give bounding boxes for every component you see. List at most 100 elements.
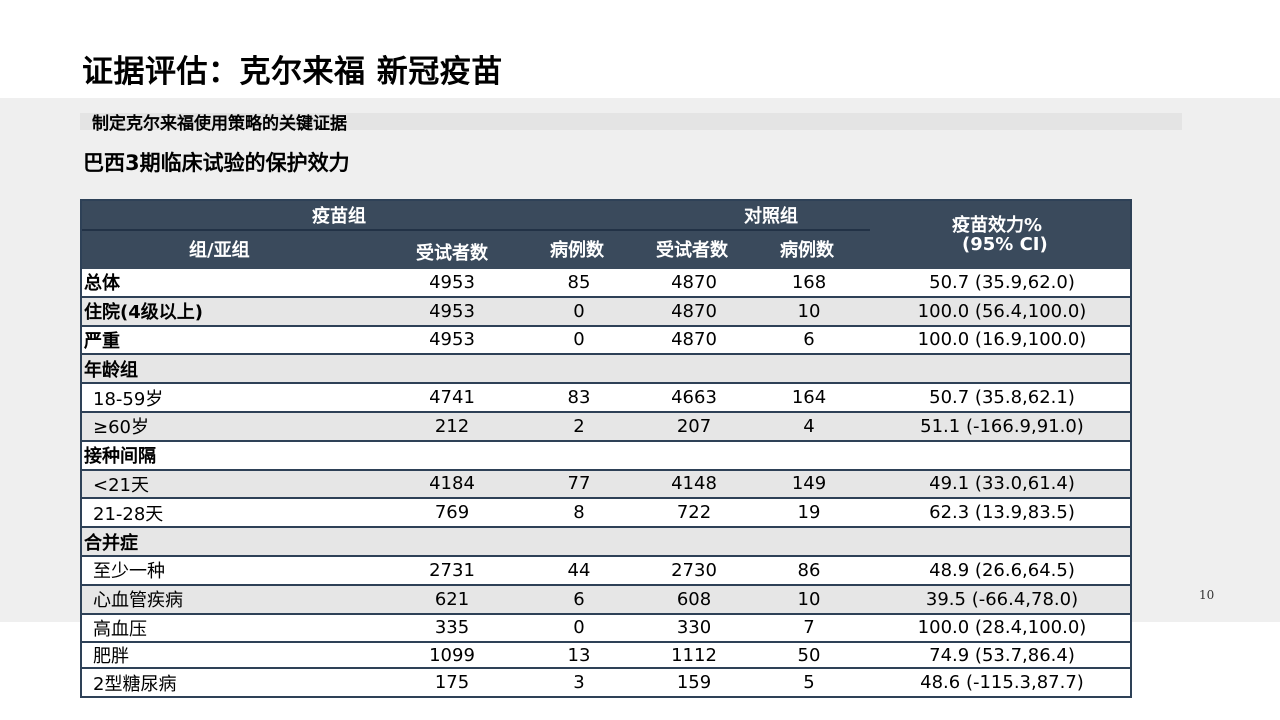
table-row: 住院(4级以上) 4953 0 4870 10 100.0 (56.4,100.… (82, 297, 1130, 327)
vaccine-subjects: 4953 (429, 300, 475, 322)
control-cases: 168 (791, 271, 827, 293)
row-label: 至少一种 (93, 561, 165, 583)
table-row: <21天 4184 77 4148 149 49.1 (33.0,61.4) (82, 470, 1130, 500)
vaccine-cases: 0 (573, 300, 585, 322)
vaccine-cases: 83 (567, 387, 591, 409)
efficacy-value: 39.5 (-66.4,78.0) (925, 588, 1079, 610)
vaccine-subjects: 175 (434, 672, 470, 694)
row-label: 严重 (84, 330, 120, 352)
control-cases: 7 (803, 617, 815, 639)
efficacy-table: 疫苗组 对照组 组/亚组 受试者数 病例数 受试者数 病例数 疫苗效力% (95… (80, 199, 1132, 699)
table-body: 总体 4953 85 4870 168 50.7 (35.9,62.0) 住院(… (82, 269, 1130, 696)
header-efficacy-ci: (95% CI) (962, 234, 1048, 255)
control-cases: 10 (797, 588, 821, 610)
header-efficacy: 疫苗效力% (952, 215, 1043, 236)
header-vaccine-subjects: 受试者数 (416, 243, 488, 264)
slide-subtitle: 制定克尔来福使用策略的关键证据 (92, 114, 347, 134)
efficacy-value: 62.3 (13.9,83.5) (929, 502, 1075, 524)
efficacy-value: 74.9 (53.7,86.4) (929, 644, 1075, 666)
control-cases: 86 (797, 559, 821, 581)
subtitle-bar (80, 113, 1182, 130)
table-group-row: 年龄组 (82, 355, 1130, 385)
control-subjects: 4870 (671, 300, 717, 322)
control-cases: 6 (803, 329, 815, 351)
vaccine-subjects: 4953 (429, 329, 475, 351)
control-subjects: 330 (676, 617, 712, 639)
vaccine-subjects: 4741 (429, 387, 475, 409)
table-row: ≥60岁 212 2 207 4 51.1 (-166.9,91.0) (82, 412, 1130, 442)
control-subjects: 2730 (671, 559, 717, 581)
vaccine-subjects: 621 (434, 588, 470, 610)
row-label: <21天 (93, 474, 149, 496)
group-label: 合并症 (84, 532, 138, 554)
efficacy-value: 100.0 (56.4,100.0) (917, 300, 1087, 322)
header-control-group: 对照组 (744, 206, 798, 227)
table-group-row: 合并症 (82, 528, 1130, 557)
table-group-row: 接种间隔 (82, 442, 1130, 471)
control-subjects: 207 (676, 415, 712, 437)
efficacy-value: 48.9 (26.6,64.5) (929, 559, 1075, 581)
table-row: 高血压 335 0 330 7 100.0 (28.4,100.0) (82, 615, 1130, 644)
control-cases: 4 (803, 415, 815, 437)
vaccine-cases: 77 (567, 473, 591, 495)
header-group-subgroup: 组/亚组 (189, 240, 250, 261)
table-row: 18-59岁 4741 83 4663 164 50.7 (35.8,62.1) (82, 384, 1130, 413)
vaccine-cases: 0 (573, 617, 585, 639)
header-vaccine-group: 疫苗组 (312, 206, 366, 227)
vaccine-subjects: 212 (434, 415, 470, 437)
table-row: 至少一种 2731 44 2730 86 48.9 (26.6,64.5) (82, 557, 1130, 586)
control-subjects: 159 (676, 672, 712, 694)
row-label: ≥60岁 (93, 417, 149, 439)
header-vaccine-cases: 病例数 (550, 240, 604, 261)
efficacy-value: 48.6 (-115.3,87.7) (920, 672, 1084, 694)
section-heading: 巴西3期临床试验的保护效力 (83, 151, 350, 175)
vaccine-cases: 3 (573, 672, 585, 694)
control-subjects: 608 (676, 588, 712, 610)
vaccine-subjects: 2731 (429, 559, 475, 581)
vaccine-cases: 2 (573, 415, 585, 437)
row-label: 21-28天 (93, 503, 164, 525)
efficacy-value: 100.0 (28.4,100.0) (917, 617, 1087, 639)
efficacy-value: 100.0 (16.9,100.0) (917, 329, 1087, 351)
vaccine-subjects: 4953 (429, 271, 475, 293)
efficacy-value: 51.1 (-166.9,91.0) (920, 415, 1084, 437)
vaccine-cases: 8 (573, 502, 585, 524)
control-subjects: 4870 (671, 271, 717, 293)
row-label: 18-59岁 (93, 388, 164, 410)
group-label: 年龄组 (84, 359, 138, 381)
control-cases: 19 (797, 502, 821, 524)
group-label: 接种间隔 (84, 446, 156, 468)
control-subjects: 722 (676, 502, 712, 524)
control-subjects: 4870 (671, 329, 717, 351)
control-cases: 164 (791, 387, 827, 409)
control-cases: 10 (797, 300, 821, 322)
row-label: 心血管疾病 (93, 590, 183, 612)
page-number: 10 (1199, 588, 1215, 602)
vaccine-cases: 44 (567, 559, 591, 581)
row-label: 总体 (84, 273, 120, 295)
control-subjects: 4148 (671, 473, 717, 495)
control-cases: 149 (791, 473, 827, 495)
vaccine-cases: 6 (573, 588, 585, 610)
slide-title: 证据评估：克尔来福 新冠疫苗 (82, 54, 503, 90)
table-header: 疫苗组 对照组 组/亚组 受试者数 病例数 受试者数 病例数 疫苗效力% (95… (82, 201, 1130, 269)
table-row: 总体 4953 85 4870 168 50.7 (35.9,62.0) (82, 269, 1130, 298)
control-subjects: 1112 (671, 644, 717, 666)
table-row: 严重 4953 0 4870 6 100.0 (16.9,100.0) (82, 327, 1130, 356)
control-subjects: 4663 (671, 387, 717, 409)
row-label: 住院(4级以上) (84, 302, 203, 324)
efficacy-value: 50.7 (35.9,62.0) (929, 271, 1075, 293)
vaccine-subjects: 1099 (429, 644, 475, 666)
efficacy-value: 50.7 (35.8,62.1) (929, 387, 1075, 409)
control-cases: 5 (803, 672, 815, 694)
header-control-subjects: 受试者数 (656, 240, 728, 261)
header-control-cases: 病例数 (780, 240, 834, 261)
efficacy-value: 49.1 (33.0,61.4) (929, 473, 1075, 495)
table-row: 心血管疾病 621 6 608 10 39.5 (-66.4,78.0) (82, 585, 1130, 615)
vaccine-subjects: 4184 (429, 473, 475, 495)
header-divider (82, 229, 870, 231)
vaccine-cases: 13 (567, 644, 591, 666)
vaccine-cases: 85 (567, 271, 591, 293)
table-row: 21-28天 769 8 722 19 62.3 (13.9,83.5) (82, 499, 1130, 529)
table-row: 肥胖 1099 13 1112 50 74.9 (53.7,86.4) (82, 643, 1130, 670)
